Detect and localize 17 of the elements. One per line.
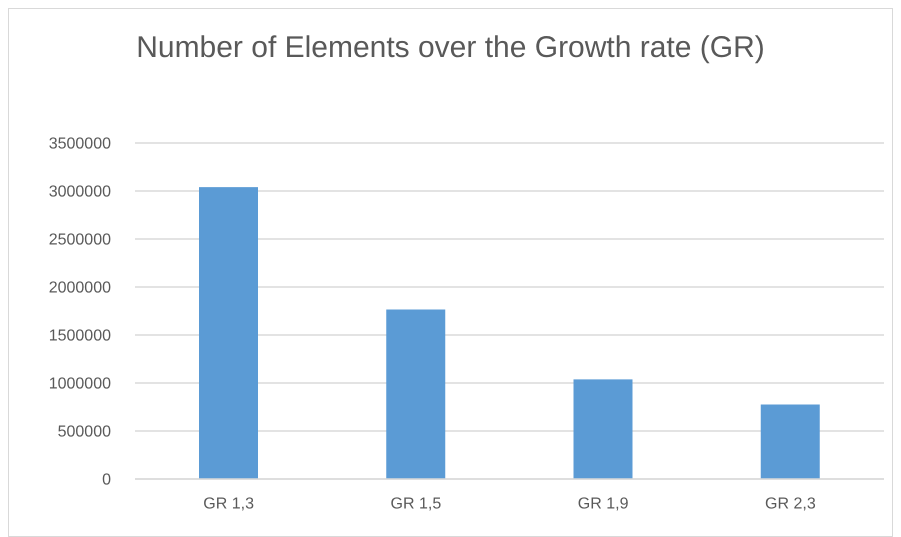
y-tick-label: 500000 xyxy=(58,424,112,441)
y-tick-label: 3500000 xyxy=(48,136,112,153)
y-tick-label: 0 xyxy=(102,472,112,489)
y-tick-label: 2000000 xyxy=(48,280,112,297)
x-tick-label: GR 1,5 xyxy=(390,495,442,512)
y-tick-label: 1000000 xyxy=(48,376,112,393)
y-tick-label: 2500000 xyxy=(48,232,112,249)
x-tick-label: GR 1,3 xyxy=(203,495,254,512)
bar xyxy=(199,187,258,479)
bar xyxy=(386,310,446,479)
bar xyxy=(574,379,632,479)
y-tick-label: 3000000 xyxy=(48,184,112,201)
x-tick-label: GR 2,3 xyxy=(765,495,816,512)
y-tick-label: 1500000 xyxy=(48,328,112,345)
x-tick-label: GR 1,9 xyxy=(578,495,629,512)
bar xyxy=(760,404,820,479)
chart-title: Number of Elements over the Growth rate (GR) xyxy=(135,30,766,66)
